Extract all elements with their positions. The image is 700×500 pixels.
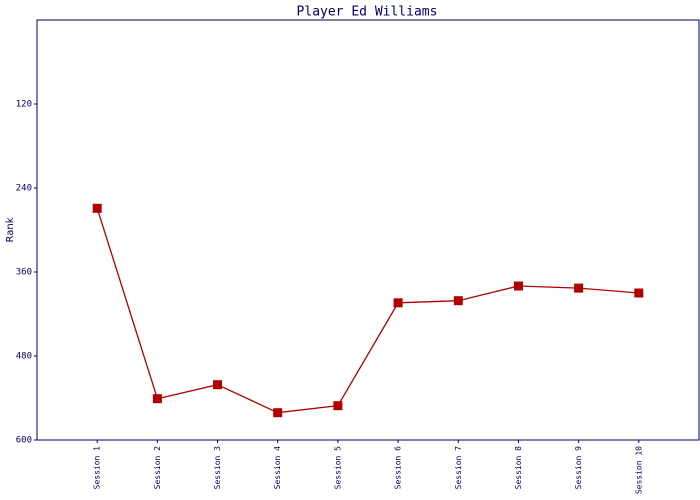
- point-marker: [393, 298, 403, 308]
- x-tick-label: Session 3: [213, 446, 222, 490]
- point-marker: [92, 203, 102, 213]
- x-tick-label: Session 8: [514, 446, 523, 490]
- y-axis-label: Rank: [5, 217, 16, 242]
- x-tick-label: Session 5: [333, 446, 342, 490]
- point-marker: [513, 281, 523, 291]
- plot-frame: [36, 19, 700, 441]
- chart-title: Player Ed Williams: [297, 5, 438, 20]
- x-tick-label: Session 6: [394, 446, 403, 490]
- x-tick-label: Session 1: [93, 446, 102, 490]
- x-tick-label: Session 9: [574, 446, 583, 490]
- point-marker: [333, 401, 343, 411]
- x-tick-label: Session 10: [634, 446, 643, 494]
- x-tick-label: Session 7: [454, 446, 463, 490]
- y-tick-label: 120: [16, 100, 32, 110]
- point-marker: [574, 283, 584, 293]
- point-marker: [152, 394, 162, 404]
- y-tick-label: 480: [16, 352, 32, 362]
- point-marker: [213, 380, 223, 390]
- series-line: [96, 208, 639, 414]
- point-marker: [634, 288, 644, 298]
- y-tick-label: 240: [16, 184, 32, 194]
- y-tick-label: 360: [16, 268, 32, 278]
- point-marker: [273, 408, 283, 418]
- x-tick-label: Session 2: [153, 446, 162, 490]
- y-tick-label: 600: [16, 436, 32, 446]
- x-tick-label: Session 4: [273, 446, 282, 490]
- point-marker: [453, 296, 463, 306]
